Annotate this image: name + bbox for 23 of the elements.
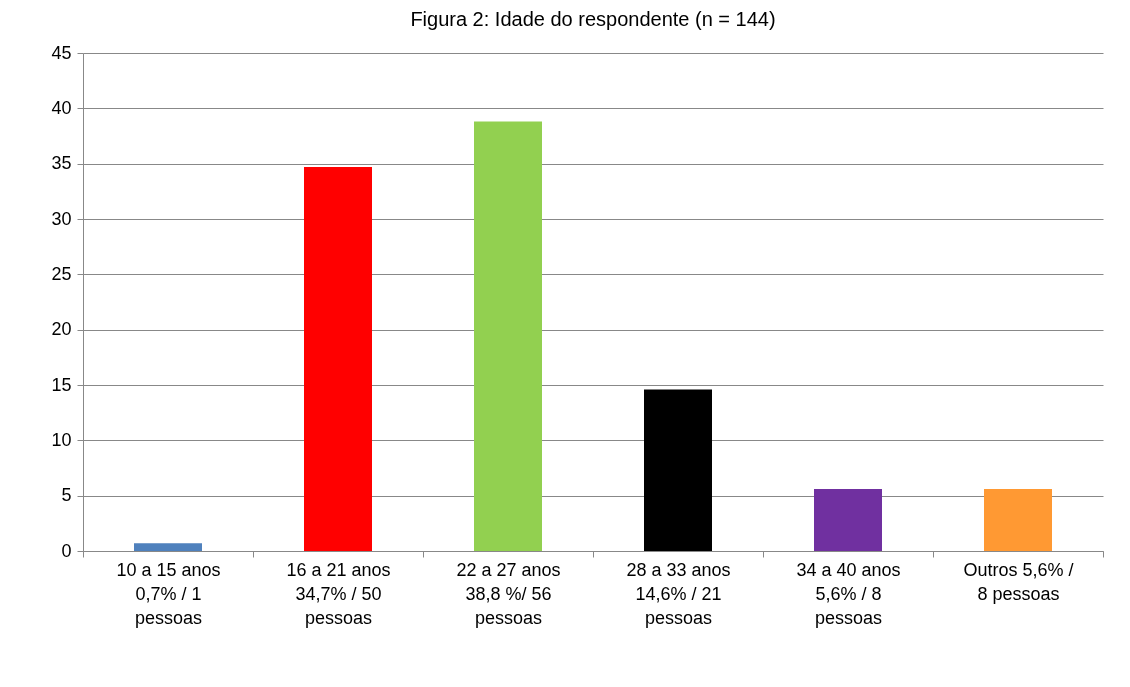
y-tick-label: 5	[61, 485, 72, 506]
x-tick-label: 16 a 21 anos 34,7% / 50 pessoas	[286, 559, 391, 628]
bar	[814, 489, 882, 551]
y-tick-label: 45	[51, 42, 72, 63]
bar	[134, 543, 202, 551]
bar	[474, 121, 542, 551]
bar	[304, 166, 372, 551]
y-tick-label: 35	[51, 153, 72, 174]
y-tick-label: 40	[51, 97, 72, 118]
y-tick-label: 30	[51, 208, 72, 229]
x-tick-label: 10 a 15 anos 0,7% / 1 pessoas	[116, 559, 221, 628]
x-tick-label: Outros 5,6% / 8 pessoas	[963, 559, 1074, 604]
x-tick-label: 34 a 40 anos 5,6% / 8 pessoas	[796, 559, 901, 628]
y-tick-label: 15	[51, 374, 72, 395]
x-tick-label: 28 a 33 anos 14,6% / 21 pessoas	[626, 559, 731, 628]
chart-title: Figura 2: Idade do respondente (n = 144)	[410, 8, 776, 30]
y-tick-label: 0	[61, 540, 72, 561]
bar	[644, 389, 712, 551]
y-tick-label: 10	[51, 429, 72, 450]
x-tick-label: 22 a 27 anos 38,8 %/ 56 pessoas	[456, 559, 561, 628]
y-tick-label: 20	[51, 319, 72, 340]
bar	[984, 489, 1052, 551]
y-tick-label: 25	[51, 263, 72, 284]
